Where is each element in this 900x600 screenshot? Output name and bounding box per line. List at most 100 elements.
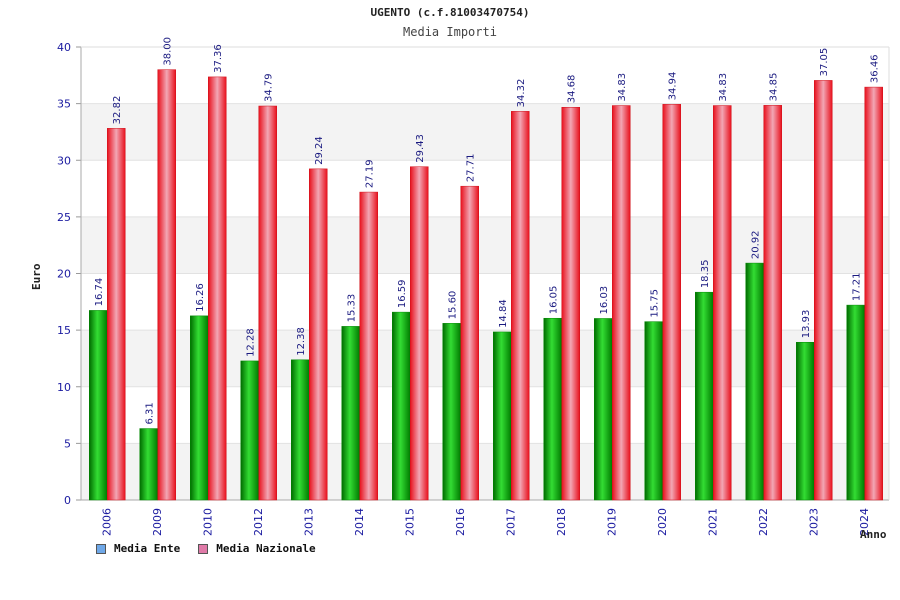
x-axis-label: Anno bbox=[860, 528, 887, 541]
bar-media-ente-2012 bbox=[240, 360, 259, 501]
bar-media-ente-2009 bbox=[139, 428, 158, 501]
bar-media-nazionale-2014 bbox=[359, 191, 378, 501]
data-label-media-nazionale-2020: 34.94 bbox=[668, 72, 679, 101]
y-tick-label: 0 bbox=[64, 494, 71, 507]
data-label-media-ente-2015: 16.59 bbox=[397, 279, 408, 308]
bar-media-ente-2021 bbox=[695, 291, 714, 501]
bar-media-ente-2020 bbox=[644, 321, 663, 501]
bar-media-nazionale-2023 bbox=[814, 80, 833, 501]
x-tick-label-2020: 2020 bbox=[656, 508, 669, 536]
data-label-media-ente-2017: 14.84 bbox=[498, 299, 509, 328]
x-tick-label-2016: 2016 bbox=[454, 508, 467, 536]
x-tick-label-2010: 2010 bbox=[201, 508, 214, 536]
x-tick-label-2021: 2021 bbox=[706, 508, 719, 536]
data-label-media-nazionale-2013: 29.24 bbox=[314, 136, 325, 165]
bar-media-ente-2023 bbox=[796, 341, 815, 501]
bar-media-ente-2024 bbox=[846, 304, 865, 501]
bar-media-ente-2015 bbox=[392, 311, 411, 501]
data-label-media-nazionale-2024: 36.46 bbox=[870, 54, 881, 83]
data-label-media-ente-2014: 15.33 bbox=[347, 294, 358, 323]
legend-label-media-nazionale: Media Nazionale bbox=[216, 542, 316, 555]
x-tick-label-2013: 2013 bbox=[302, 508, 315, 536]
y-tick-label: 15 bbox=[57, 324, 71, 337]
x-tick-label-2017: 2017 bbox=[504, 508, 517, 536]
bar-media-ente-2017 bbox=[493, 331, 512, 501]
y-tick-label: 40 bbox=[57, 41, 71, 54]
x-tick-label-2014: 2014 bbox=[353, 508, 366, 536]
data-label-media-ente-2012: 12.28 bbox=[246, 328, 257, 357]
bar-media-ente-2010 bbox=[190, 315, 209, 501]
bar-media-ente-2019 bbox=[594, 318, 613, 501]
data-label-media-ente-2016: 15.60 bbox=[448, 291, 459, 320]
data-label-media-nazionale-2018: 34.68 bbox=[567, 75, 578, 104]
bar-media-nazionale-2009 bbox=[157, 69, 176, 501]
data-label-media-ente-2018: 16.05 bbox=[549, 286, 560, 315]
data-label-media-nazionale-2016: 27.71 bbox=[466, 154, 477, 183]
y-tick-label: 35 bbox=[57, 98, 71, 111]
bar-media-ente-2018 bbox=[543, 317, 562, 501]
data-label-media-nazionale-2017: 34.32 bbox=[516, 79, 527, 108]
bar-media-ente-2013 bbox=[291, 359, 310, 501]
data-label-media-ente-2021: 18.35 bbox=[700, 260, 711, 289]
y-tick-label: 20 bbox=[57, 268, 71, 281]
x-tick-label-2015: 2015 bbox=[403, 508, 416, 536]
x-tick-label-2009: 2009 bbox=[151, 508, 164, 536]
bar-media-nazionale-2015 bbox=[410, 166, 429, 501]
legend-label-media-ente: Media Ente bbox=[114, 542, 181, 555]
bar-media-nazionale-2020 bbox=[662, 104, 681, 501]
data-label-media-ente-2019: 16.03 bbox=[599, 286, 610, 315]
bar-media-ente-2022 bbox=[745, 262, 764, 501]
legend-swatch-media-nazionale bbox=[198, 543, 209, 554]
data-label-media-nazionale-2012: 34.79 bbox=[264, 73, 275, 102]
bar-media-ente-2006 bbox=[89, 310, 108, 501]
chart-title: UGENTO (c.f.81003470754) bbox=[370, 6, 530, 19]
data-label-media-ente-2020: 15.75 bbox=[650, 289, 661, 318]
data-label-media-nazionale-2010: 37.36 bbox=[213, 44, 224, 73]
x-tick-label-2018: 2018 bbox=[555, 508, 568, 536]
bar-media-nazionale-2013 bbox=[309, 168, 328, 501]
legend-item-media-ente: Media Ente bbox=[96, 542, 180, 555]
bar-media-nazionale-2012 bbox=[258, 105, 277, 501]
x-tick-label-2024: 2024 bbox=[858, 508, 871, 536]
bar-media-nazionale-2022 bbox=[763, 105, 782, 501]
data-label-media-nazionale-2019: 34.83 bbox=[617, 73, 628, 102]
x-tick-label-2006: 2006 bbox=[100, 508, 113, 536]
bar-media-nazionale-2016 bbox=[460, 185, 479, 501]
data-label-media-ente-2010: 16.26 bbox=[195, 283, 206, 312]
y-tick-label: 25 bbox=[57, 211, 71, 224]
data-label-media-nazionale-2015: 29.43 bbox=[415, 134, 426, 163]
y-tick-label: 5 bbox=[64, 437, 71, 450]
x-tick-label-2023: 2023 bbox=[807, 508, 820, 536]
bar-media-nazionale-2018 bbox=[561, 106, 580, 501]
data-label-media-nazionale-2023: 37.05 bbox=[819, 48, 830, 77]
data-label-media-nazionale-2014: 27.19 bbox=[365, 159, 376, 188]
data-label-media-ente-2023: 13.93 bbox=[801, 310, 812, 339]
bar-media-nazionale-2021 bbox=[713, 105, 732, 501]
data-label-media-nazionale-2006: 32.82 bbox=[112, 96, 123, 125]
bar-media-nazionale-2024 bbox=[864, 86, 883, 501]
legend-item-media-nazionale: Media Nazionale bbox=[198, 542, 316, 555]
x-tick-label-2019: 2019 bbox=[605, 508, 618, 536]
bar-media-ente-2014 bbox=[341, 326, 360, 501]
legend-swatch-media-ente bbox=[96, 543, 106, 554]
bar-media-nazionale-2017 bbox=[511, 111, 530, 501]
bar-media-nazionale-2006 bbox=[107, 128, 126, 501]
chart-subtitle: Media Importi bbox=[403, 25, 497, 39]
data-label-media-ente-2013: 12.38 bbox=[296, 327, 307, 356]
data-label-media-nazionale-2021: 34.83 bbox=[718, 73, 729, 102]
data-label-media-nazionale-2022: 34.85 bbox=[769, 73, 780, 102]
y-tick-label: 10 bbox=[57, 381, 71, 394]
bar-media-ente-2016 bbox=[442, 323, 461, 501]
x-tick-label-2012: 2012 bbox=[252, 508, 265, 536]
data-label-media-ente-2022: 20.92 bbox=[751, 230, 762, 259]
x-tick-label-2022: 2022 bbox=[757, 508, 770, 536]
data-label-media-ente-2009: 6.31 bbox=[145, 402, 156, 424]
data-label-media-nazionale-2009: 38.00 bbox=[163, 37, 174, 66]
bar-media-nazionale-2010 bbox=[208, 76, 227, 501]
data-label-media-ente-2024: 17.21 bbox=[852, 272, 863, 301]
bar-media-nazionale-2019 bbox=[612, 105, 631, 501]
legend: Media Ente Media Nazionale bbox=[96, 542, 316, 555]
data-label-media-ente-2006: 16.74 bbox=[94, 278, 105, 307]
